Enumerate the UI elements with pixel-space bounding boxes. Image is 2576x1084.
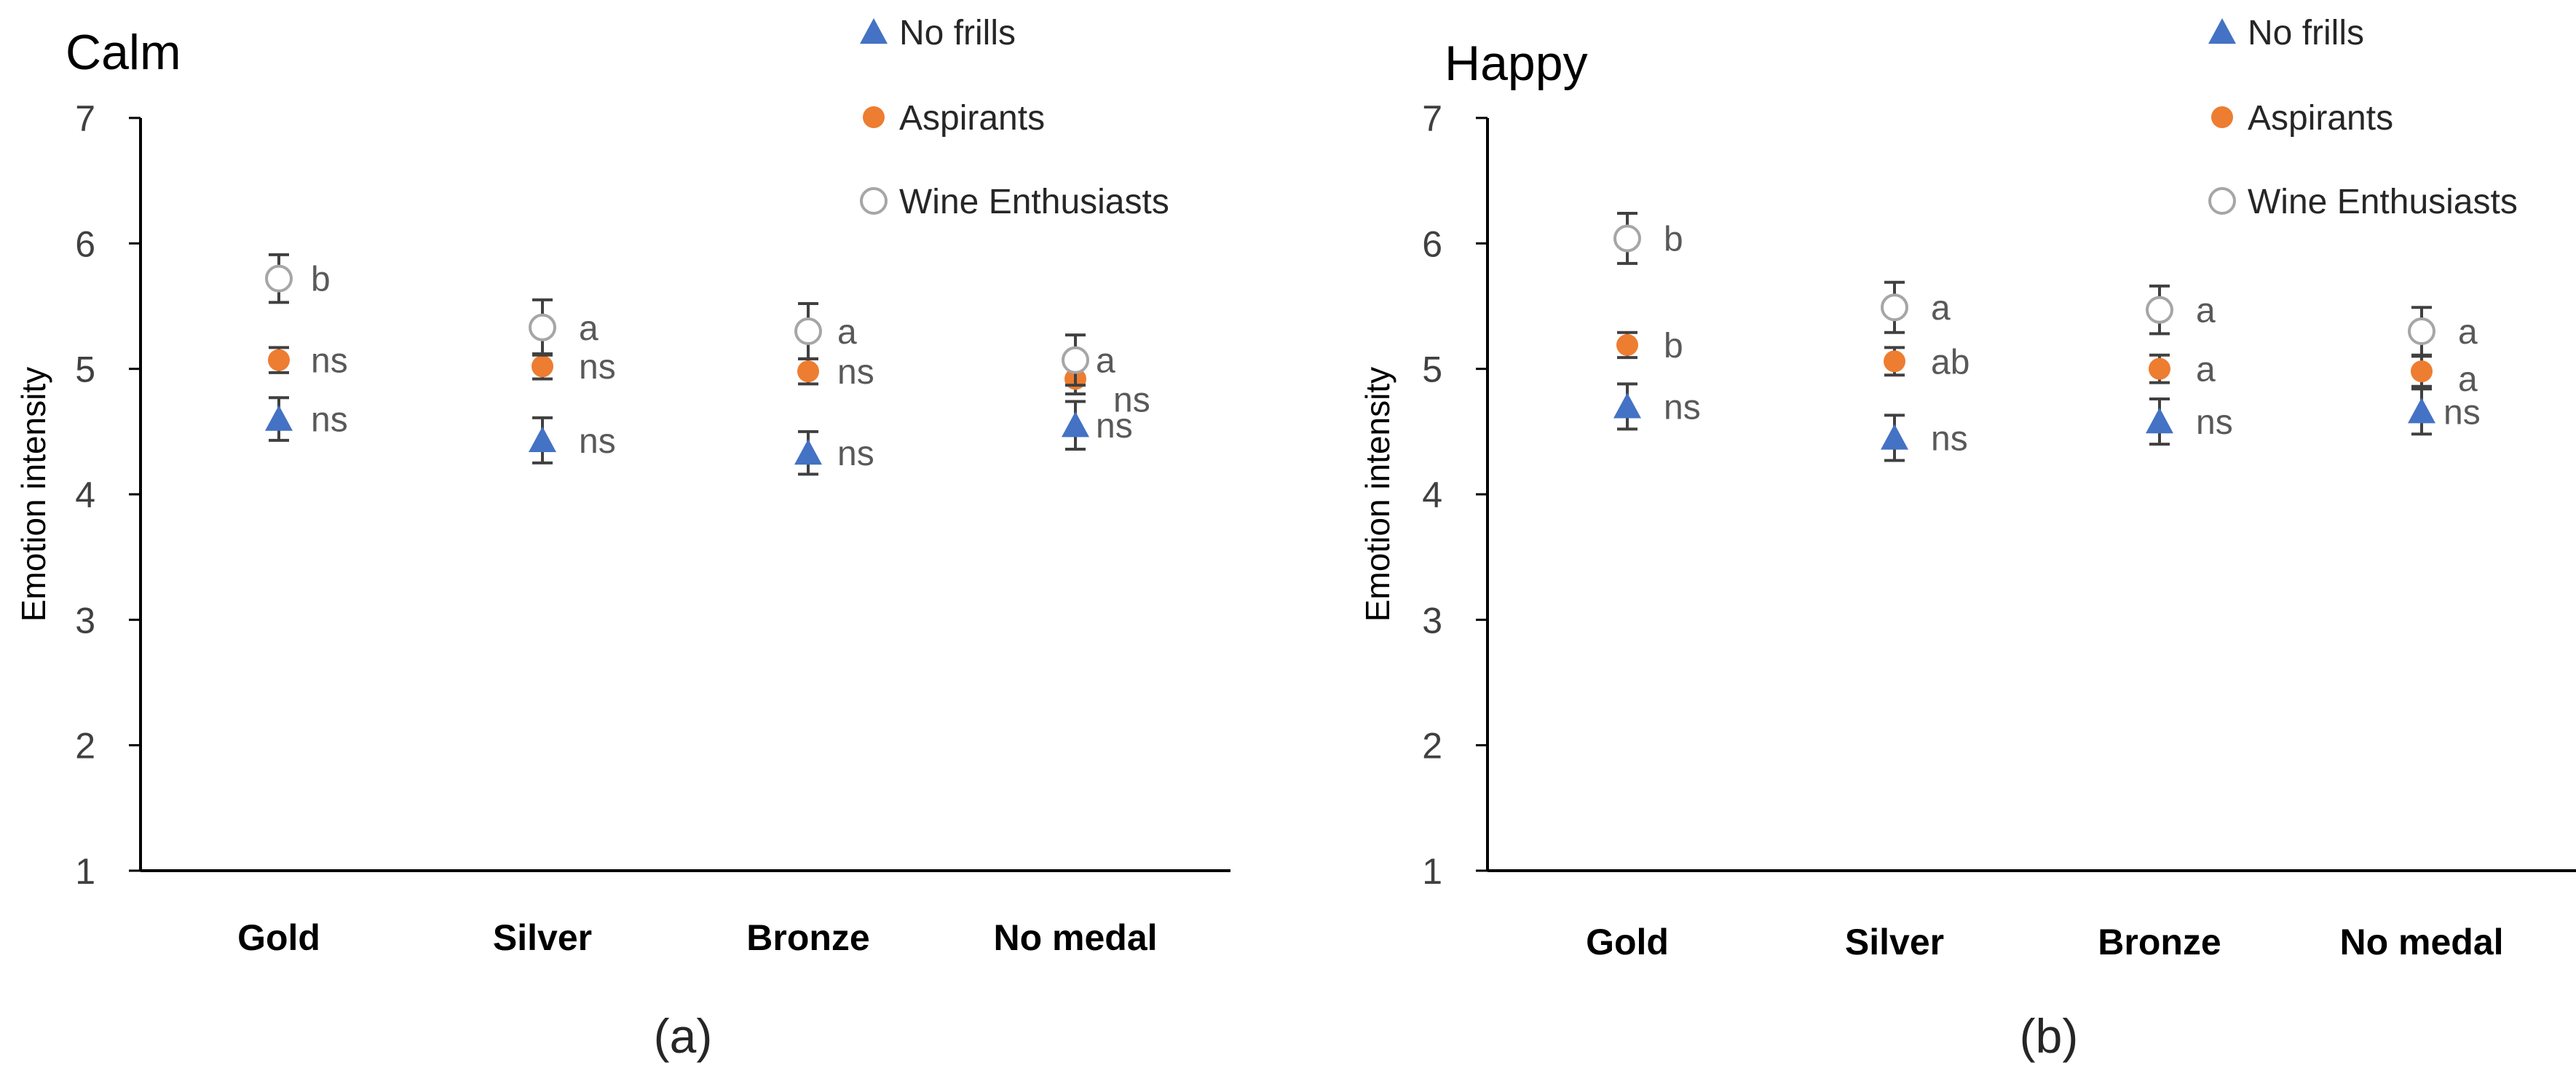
data-point (797, 360, 819, 383)
significance-label: ns (1113, 381, 1150, 419)
legend-label: Aspirants (899, 99, 1045, 138)
data-point (1613, 224, 1641, 253)
data-point (794, 439, 822, 465)
x-tick-label: Silver (1845, 922, 1944, 962)
x-tick-label: Gold (1586, 922, 1669, 962)
significance-label: ns (2443, 393, 2481, 432)
significance-label: a (579, 309, 598, 348)
legend-label: Aspirants (2248, 99, 2393, 138)
x-tick-label: Silver (493, 917, 592, 958)
significance-label: a (2458, 313, 2478, 352)
significance-label: ns (579, 422, 616, 461)
data-point (2411, 360, 2433, 383)
significance-label: ns (2196, 403, 2233, 442)
y-tick-label: 7 (75, 98, 95, 139)
data-point (2146, 296, 2173, 324)
x-tick-label: Bronze (746, 917, 869, 958)
significance-label: a (2196, 292, 2216, 331)
data-point (1062, 411, 1089, 438)
y-tick-label: 7 (1422, 98, 1442, 139)
data-point (2146, 408, 2173, 434)
y-tick-label: 2 (75, 726, 95, 767)
x-tick-label: No medal (2339, 922, 2503, 962)
legend-label: Wine Enthusiasts (2248, 183, 2518, 221)
significance-label: a (1096, 342, 1115, 381)
y-tick-label: 1 (75, 851, 95, 892)
significance-label: ns (311, 401, 348, 440)
significance-label: ns (837, 435, 874, 473)
data-point (1616, 333, 1638, 356)
y-tick-label: 3 (75, 600, 95, 641)
x-tick-label: Gold (237, 917, 320, 958)
chart-title: Calm (66, 25, 181, 80)
legend-label: No frills (899, 14, 1016, 52)
significance-label: ns (837, 353, 874, 392)
y-axis-label: Emotion intensity (1359, 367, 1396, 622)
data-point (265, 405, 293, 431)
legend-marker (2208, 187, 2236, 215)
y-tick-label: 3 (1422, 600, 1442, 641)
y-tick-label: 4 (1422, 475, 1442, 515)
significance-label: ab (1931, 343, 1969, 381)
data-point (1881, 293, 1908, 322)
panel-caption: (b) (2020, 1009, 2079, 1063)
x-tick-label: No medal (993, 917, 1157, 958)
legend-marker (2208, 18, 2236, 44)
data-point (532, 355, 553, 378)
data-point (529, 313, 556, 341)
data-point (2149, 357, 2170, 380)
data-point (794, 317, 822, 345)
data-point (1062, 346, 1089, 374)
legend-marker (860, 187, 888, 215)
data-point (1884, 350, 1905, 373)
data-point (1881, 424, 1908, 450)
significance-label: a (837, 313, 857, 352)
legend-label: Wine Enthusiasts (899, 183, 1169, 221)
significance-label: a (1931, 289, 1951, 328)
panel-a (129, 18, 1230, 872)
significance-label: ns (1664, 388, 1701, 427)
significance-label: a (2458, 360, 2478, 399)
y-tick-label: 4 (75, 475, 95, 515)
significance-label: a (2196, 351, 2216, 389)
legend-label: No frills (2248, 14, 2364, 52)
data-point (268, 349, 290, 371)
y-axis-label: Emotion intensity (15, 367, 52, 622)
significance-label: ns (579, 348, 616, 387)
data-point (265, 264, 293, 293)
data-point (529, 426, 556, 453)
legend-marker (863, 106, 885, 128)
y-tick-label: 5 (1422, 349, 1442, 390)
data-point (1613, 392, 1641, 419)
significance-label: ns (1096, 407, 1133, 446)
significance-label: b (1664, 220, 1683, 258)
y-tick-label: 6 (75, 223, 95, 264)
significance-label: ns (311, 342, 348, 381)
significance-label: b (1664, 327, 1683, 365)
y-tick-label: 5 (75, 349, 95, 390)
legend-marker (2211, 106, 2233, 128)
chart-title: Happy (1445, 36, 1588, 91)
panel-caption: (a) (654, 1009, 713, 1063)
panel-b (1476, 18, 2576, 872)
y-tick-label: 2 (1422, 726, 1442, 767)
x-tick-label: Bronze (2098, 922, 2221, 962)
significance-label: b (311, 261, 331, 299)
y-tick-label: 6 (1422, 223, 1442, 264)
legend-marker (860, 18, 888, 44)
significance-label: ns (1931, 419, 1968, 458)
y-tick-label: 1 (1422, 851, 1442, 892)
data-point (2408, 397, 2435, 424)
data-point (2408, 317, 2435, 345)
